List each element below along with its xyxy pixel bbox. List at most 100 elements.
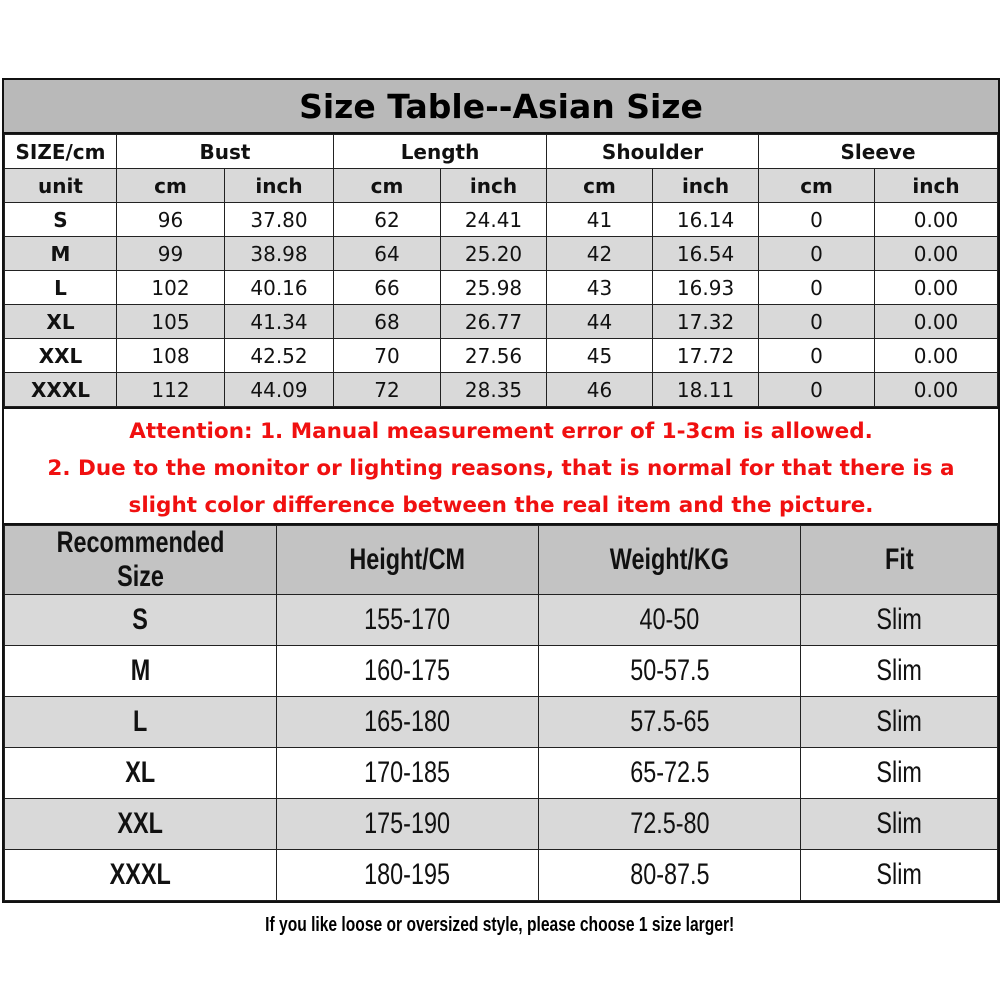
column-header: Fit [800,525,998,595]
table-row: L 165-180 57.5-65 Slim [4,696,998,748]
measurement-cell: 46 [546,372,654,407]
header-row: Recommended Size Height/CM Weight/KG Fit [4,525,998,595]
size-cell: XXL [4,338,117,373]
value-cell-text: Slim [876,858,922,891]
size-cell-text: XXXL [109,858,172,891]
measurement-cell: 41.34 [223,304,335,339]
measurement-cell: 42 [546,236,654,271]
unit-row: unit cm inch cm inch cm inch cm inch [4,168,998,203]
table-row: XXL 175-190 72.5-80 Slim [4,798,998,850]
value-cell: 180-195 [276,849,539,901]
measurement-cell: 17.32 [652,304,760,339]
table-row: XXXL 112 44.09 72 28.35 46 18.11 0 0.00 [4,372,998,407]
unit-header: cm [758,168,876,203]
size-cell: S [4,594,277,646]
value-cell-text: 175-190 [364,807,451,840]
table-row: M 99 38.98 64 25.20 42 16.54 0 0.00 [4,236,998,271]
measurement-table: SIZE/cm Bust Length Shoulder Sleeve unit cm inc… [4,134,998,407]
measurement-cell: 99 [116,236,225,271]
column-header: Height/CM [276,525,539,595]
title-text: Size Table--Asian Size [299,86,703,126]
value-cell: Slim [800,798,998,850]
unit-header: cm [116,168,225,203]
value-cell: Slim [800,696,998,748]
value-cell-text: 180-195 [364,858,451,891]
measurement-cell: 16.54 [652,236,760,271]
column-header: Weight/KG [538,525,801,595]
value-cell: Slim [800,594,998,646]
size-cell: M [4,236,117,271]
size-chart: Size Table--Asian Size SIZE/cm Bust Length… [2,78,1000,903]
value-cell-text: 72.5-80 [629,807,710,840]
size-cell: L [4,270,117,305]
column-header-text: Recommended Size [56,526,225,593]
value-cell: 165-180 [276,696,539,748]
attention-line-1: Attention: 1. Manual measurement error o… [129,419,873,444]
unit-header: cm [546,168,654,203]
size-cell: XL [4,747,277,799]
table-row: S 96 37.80 62 24.41 41 16.14 0 0.00 [4,202,998,237]
measurement-cell: 25.98 [440,270,548,305]
measurement-cell: 45 [546,338,654,373]
measurement-cell: 16.14 [652,202,760,237]
value-cell-text: 160-175 [364,654,451,687]
measurement-cell: 0 [758,236,876,271]
value-cell-text: 165-180 [364,705,451,738]
measurement-cell: 0 [758,304,876,339]
value-cell-text: 50-57.5 [629,654,710,687]
footer-text: If you like loose or oversized style, pl… [265,914,735,936]
value-cell-text: Slim [876,807,922,840]
value-cell-text: Slim [876,756,922,789]
measurement-cell: 0.00 [874,270,998,305]
column-header-text: Fit [884,543,914,576]
value-cell: 170-185 [276,747,539,799]
measurement-cell: 72 [333,372,442,407]
measurement-cell: 68 [333,304,442,339]
measurement-cell: 0 [758,270,876,305]
size-cell: M [4,645,277,697]
measurement-cell: 44 [546,304,654,339]
size-cell-text: XL [125,756,156,789]
value-cell: 65-72.5 [538,747,801,799]
measurement-cell: 44.09 [223,372,335,407]
measurement-cell: 64 [333,236,442,271]
measurement-cell: 0.00 [874,372,998,407]
measurement-cell: 0 [758,202,876,237]
attention-note: Attention: 1. Manual measurement error o… [4,407,998,525]
size-cell: S [4,202,117,237]
size-cell-text: S [132,603,149,636]
size-cell-text: L [133,705,148,738]
size-cell: XXXL [4,849,277,901]
measurement-cell: 37.80 [223,202,335,237]
table-row: XXXL 180-195 80-87.5 Slim [4,849,998,901]
measurement-cell: 17.72 [652,338,760,373]
unit-header: inch [652,168,760,203]
unit-header: cm [333,168,442,203]
recommended-size-table: Recommended Size Height/CM Weight/KG Fit S 15… [4,525,998,901]
measurement-cell: 41 [546,202,654,237]
value-cell: 155-170 [276,594,539,646]
value-cell: 40-50 [538,594,801,646]
measurement-cell: 42.52 [223,338,335,373]
table-row: S 155-170 40-50 Slim [4,594,998,646]
table-row: M 160-175 50-57.5 Slim [4,645,998,697]
table-row: XL 105 41.34 68 26.77 44 17.32 0 0.00 [4,304,998,339]
value-cell-text: 80-87.5 [629,858,710,891]
table-row: XL 170-185 65-72.5 Slim [4,747,998,799]
size-cell: XXL [4,798,277,850]
value-cell: 57.5-65 [538,696,801,748]
measurement-cell: 0.00 [874,236,998,271]
measurement-cell: 16.93 [652,270,760,305]
attention-line-2: 2. Due to the monitor or lighting reason… [47,456,955,481]
measurement-cell: 18.11 [652,372,760,407]
unit-header: inch [440,168,548,203]
measurement-cell: 105 [116,304,225,339]
measurement-cell: 66 [333,270,442,305]
measurement-cell: 0.00 [874,338,998,373]
value-cell-text: Slim [876,603,922,636]
measurement-cell: 38.98 [223,236,335,271]
measurement-cell: 40.16 [223,270,335,305]
table-row: XXL 108 42.52 70 27.56 45 17.72 0 0.00 [4,338,998,373]
measurement-cell: 102 [116,270,225,305]
measurement-cell: 27.56 [440,338,548,373]
